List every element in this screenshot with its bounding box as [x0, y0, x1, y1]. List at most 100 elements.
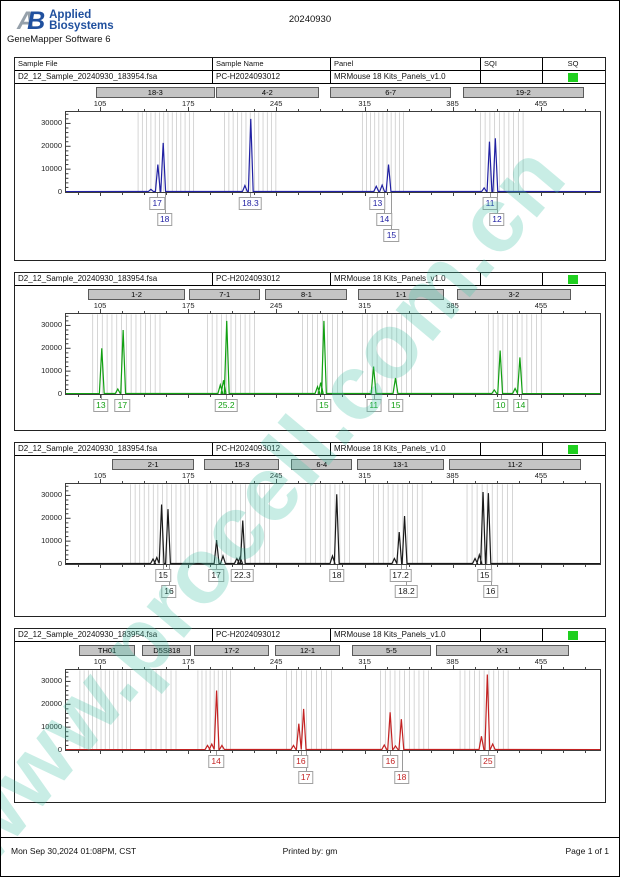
x-tick-mark — [585, 108, 587, 111]
allele-leader-line — [484, 565, 486, 571]
col-header-sample-file: Sample File — [15, 58, 213, 70]
y-tick-label: 30000 — [41, 320, 62, 330]
sample-row: D2_12_Sample_20240930_183954.fsa PC-H202… — [15, 71, 605, 84]
x-tick-mark — [254, 108, 256, 111]
y-tick-label: 20000 — [41, 141, 62, 151]
allele-labels-area: 14 16 17 16 18 25 — [65, 751, 601, 802]
col-header-sqi: SQI — [481, 58, 543, 70]
x-tick-mark — [77, 108, 79, 111]
x-tick-mark — [430, 666, 432, 669]
allele-label: 18.2 — [395, 585, 418, 598]
x-tick-mark — [563, 108, 565, 111]
x-tick-mark — [364, 107, 366, 111]
x-tick-mark — [144, 108, 146, 111]
allele-leader-line — [336, 565, 338, 571]
plot-outer: 0 10000 20000 30000 — [41, 111, 601, 196]
x-tick-mark — [210, 310, 212, 313]
x-tick-label: 105 — [93, 471, 107, 480]
x-tick-mark — [563, 666, 565, 669]
x-tick-mark-bottom — [474, 193, 476, 195]
x-tick-mark — [320, 480, 322, 483]
marker-bar-15-3: 15-3 — [204, 459, 280, 470]
x-tick-mark — [474, 480, 476, 483]
x-tick-mark — [518, 666, 520, 669]
allele-label: 18.3 — [239, 197, 262, 210]
allele-label: 11 — [482, 197, 498, 210]
x-tick-mark-bottom — [342, 565, 344, 567]
x-tick-mark — [298, 480, 300, 483]
allele-label: 17 — [297, 771, 314, 784]
marker-bar-17-2: 17-2 — [194, 645, 270, 656]
x-tick-mark — [254, 666, 256, 669]
marker-bar-3-2: 3-2 — [456, 289, 571, 300]
x-tick-mark-bottom — [100, 395, 102, 398]
brand-line-2: Biosystems — [49, 20, 114, 32]
panel-name-value: MRMouse 18 Kits_Panels_v1.0 — [331, 71, 481, 83]
x-tick-mark-bottom — [166, 193, 168, 195]
x-tick-mark-bottom — [144, 751, 146, 753]
x-tick-mark-bottom — [474, 751, 476, 753]
allele-leader-line — [377, 193, 379, 199]
applied-biosystems-logo: AB Applied Biosystems — [17, 7, 114, 36]
x-tick-mark-bottom — [408, 395, 410, 397]
allele-labels-area: 17 18 18.3 13 14 15 11 12 — [65, 193, 601, 260]
x-tick-mark — [540, 309, 542, 313]
sample-file-value: D2_12_Sample_20240930_183954.fsa — [15, 273, 213, 285]
x-tick-mark — [276, 107, 278, 111]
x-tick-mark — [77, 310, 79, 313]
x-tick-mark-bottom — [254, 565, 256, 567]
allele-leader-line — [323, 395, 325, 401]
x-tick-mark-bottom — [254, 395, 256, 397]
marker-bar-1-2: 1-2 — [88, 289, 186, 300]
marker-bar-row: 18-3 4-2 6-7 19-2 — [65, 87, 601, 99]
marker-bar-X-1: X-1 — [436, 645, 569, 656]
x-tick-mark — [144, 666, 146, 669]
x-tick-mark — [474, 108, 476, 111]
x-tick-mark-bottom — [100, 751, 102, 754]
allele-leader-line — [300, 751, 302, 757]
x-tick-mark — [166, 310, 168, 313]
panel-name-value: MRMouse 18 Kits_Panels_v1.0 — [331, 443, 481, 455]
x-tick-mark — [496, 666, 498, 669]
x-tick-mark — [320, 310, 322, 313]
allele-label: 10 — [493, 399, 509, 412]
marker-bar-D5S818: D5S818 — [142, 645, 192, 656]
x-tick-mark — [540, 665, 542, 669]
x-tick-mark-bottom — [210, 751, 212, 753]
allele-label: 15 — [476, 569, 493, 582]
x-tick-mark-bottom — [518, 565, 520, 567]
electropherogram-plot — [65, 111, 601, 193]
x-tick-mark — [386, 666, 388, 669]
sqi-value — [481, 443, 543, 455]
x-tick-mark — [342, 108, 344, 111]
x-tick-mark-bottom — [144, 565, 146, 567]
sample-file-value: D2_12_Sample_20240930_183954.fsa — [15, 443, 213, 455]
sample-row: D2_12_Sample_20240930_183954.fsa PC-H202… — [15, 273, 605, 286]
x-tick-mark — [100, 479, 102, 483]
x-tick-mark — [585, 666, 587, 669]
y-tick-label: 20000 — [41, 343, 62, 353]
x-tick-mark-bottom — [430, 395, 432, 397]
x-tick-mark — [452, 479, 454, 483]
allele-leader-line — [242, 565, 244, 571]
sq-quality-indicator — [568, 274, 578, 284]
x-tick-mark-bottom — [496, 565, 498, 567]
x-tick-label: 385 — [446, 301, 459, 310]
allele-leader-line — [122, 395, 124, 401]
marker-bar-6-4: 6-4 — [291, 459, 353, 470]
x-tick-mark-bottom — [166, 395, 168, 397]
x-tick-mark-bottom — [430, 565, 432, 567]
x-tick-mark-bottom — [474, 565, 476, 567]
sample-row: D2_12_Sample_20240930_183954.fsa PC-H202… — [15, 629, 605, 642]
x-tick-mark — [232, 480, 234, 483]
x-tick-mark — [144, 310, 146, 313]
y-tick-label: 10000 — [41, 536, 62, 546]
allele-label: 14 — [208, 755, 224, 768]
x-tick-mark-bottom — [563, 193, 565, 195]
x-tick-mark-bottom — [188, 751, 190, 754]
sample-file-value: D2_12_Sample_20240930_183954.fsa — [15, 71, 213, 83]
marker-bar-row: TH01 D5S818 17-2 12-1 5-5 X-1 — [65, 645, 601, 657]
x-tick-mark-bottom — [210, 565, 212, 567]
x-tick-mark-bottom — [430, 751, 432, 753]
y-tick-label: 10000 — [41, 366, 62, 376]
